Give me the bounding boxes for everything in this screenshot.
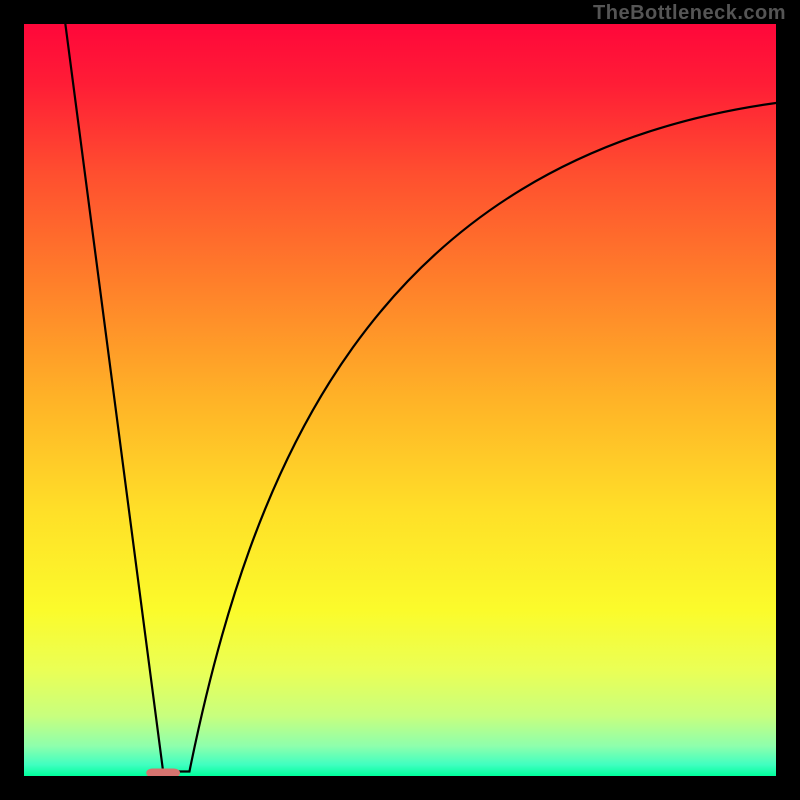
gradient-background — [24, 24, 776, 776]
plot-area — [24, 24, 776, 776]
chart-frame: TheBottleneck.com — [0, 0, 800, 800]
optimal-marker — [146, 768, 180, 776]
plot-svg — [24, 24, 776, 776]
watermark-text: TheBottleneck.com — [593, 2, 786, 25]
